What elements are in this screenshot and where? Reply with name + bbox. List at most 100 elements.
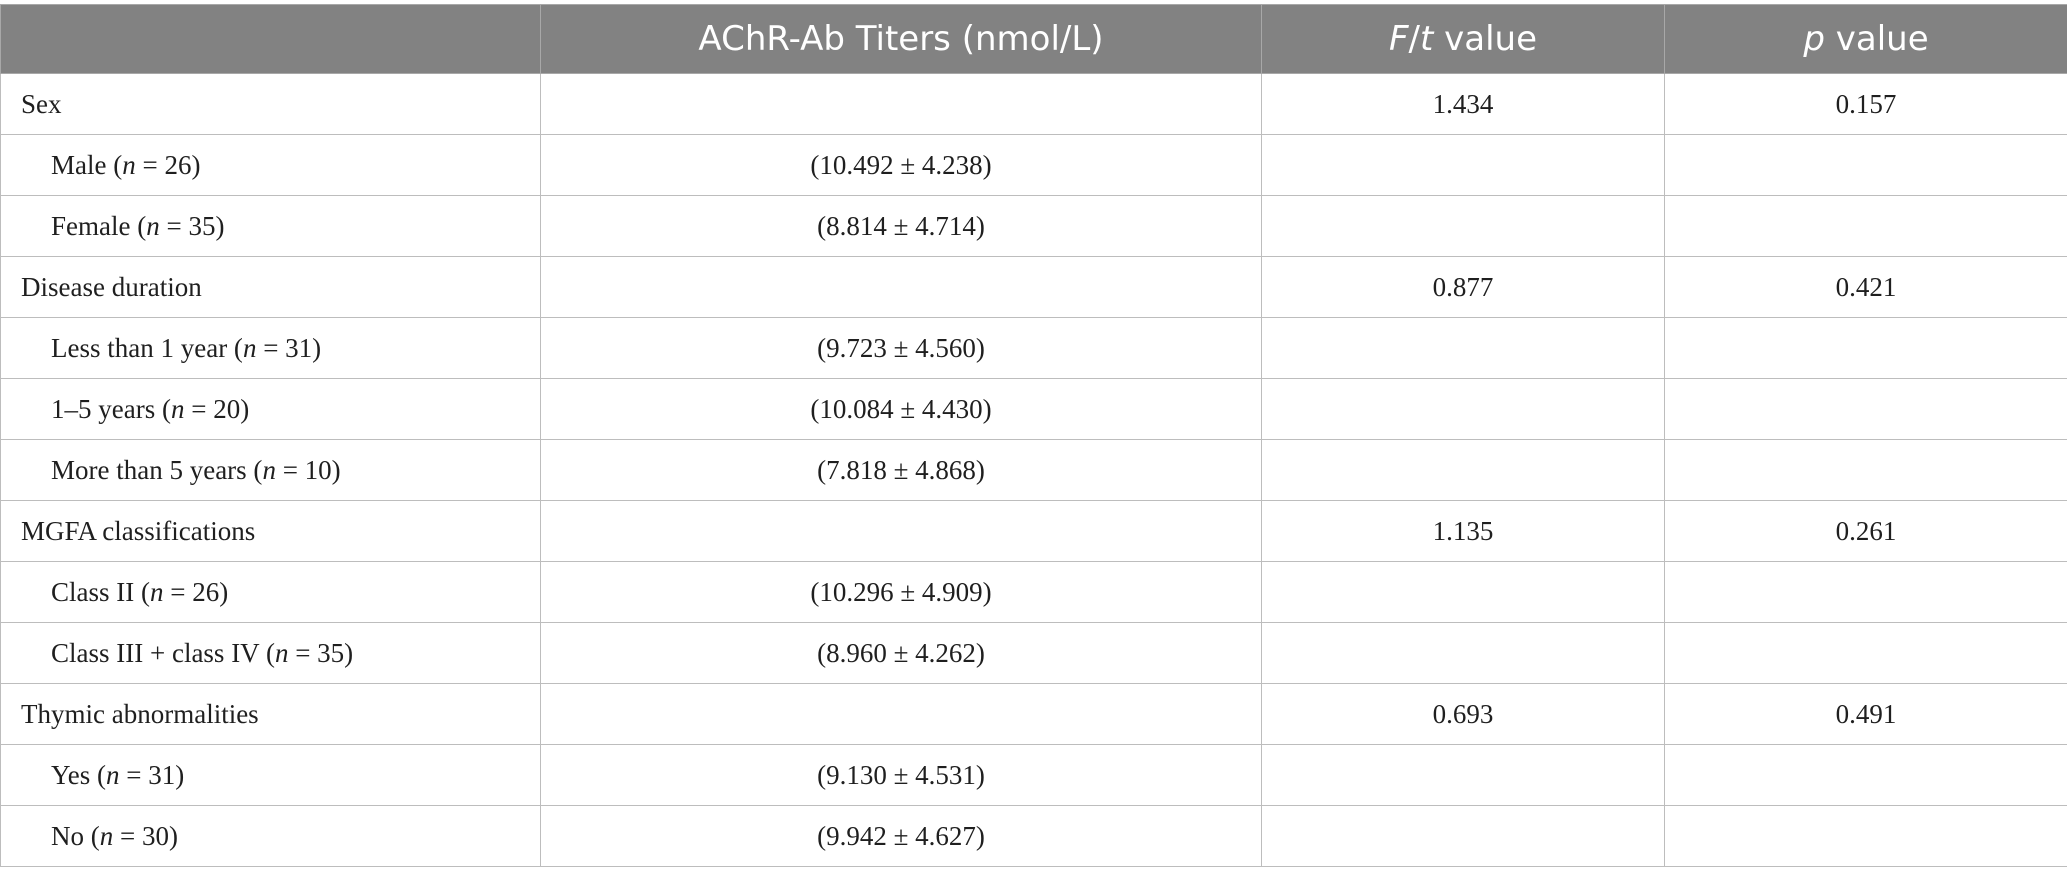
titers-cell: (8.960 ± 4.262) <box>540 622 1262 684</box>
sub-label-post: = 31) <box>119 759 185 790</box>
sub-label: 1–5 years (n = 20) <box>0 378 541 440</box>
group-label: Disease duration <box>0 256 541 318</box>
sub-label-pre: Yes ( <box>51 759 107 790</box>
group-label: MGFA classifications <box>0 500 541 562</box>
sub-label-n: n <box>146 210 160 241</box>
sub-label: No (n = 30) <box>0 805 541 867</box>
table-header: AChR-Ab Titers (nmol/L) F/t value p valu… <box>0 4 2067 74</box>
table-row-group: Sex 1.434 0.157 <box>0 73 2067 135</box>
sub-label-pre: Female ( <box>51 210 147 241</box>
p-value-cell <box>1664 134 2067 196</box>
header-p-p: p <box>1803 19 1825 59</box>
header-ft-slash: / <box>1408 19 1420 59</box>
sub-label-n: n <box>242 332 257 363</box>
results-table-container: AChR-Ab Titers (nmol/L) F/t value p valu… <box>0 4 2067 867</box>
sub-label-pre: Class III + class IV ( <box>51 637 275 668</box>
p-value-cell <box>1664 744 2067 806</box>
group-label: Thymic abnormalities <box>0 683 541 745</box>
titers-cell: (9.942 ± 4.627) <box>540 805 1262 867</box>
p-value-cell <box>1664 317 2067 379</box>
ft-value-cell: 1.135 <box>1261 500 1665 562</box>
sub-label: Class II (n = 26) <box>0 561 541 623</box>
ft-value-cell <box>1261 744 1665 806</box>
header-ft-t: t <box>1420 19 1434 59</box>
sub-label-post: = 26) <box>135 149 201 180</box>
ft-value-cell <box>1261 317 1665 379</box>
ft-value-cell <box>1261 195 1665 257</box>
header-p-rest: value <box>1824 19 1929 59</box>
table-row-sub: Female (n = 35) (8.814 ± 4.714) <box>0 195 2067 257</box>
ft-value-cell <box>1261 134 1665 196</box>
header-ft-value: F/t value <box>1261 4 1665 74</box>
sub-label: Yes (n = 31) <box>0 744 541 806</box>
sub-label-pre: Class II ( <box>51 576 150 607</box>
sub-label-post: = 30) <box>113 820 178 851</box>
p-value-cell: 0.491 <box>1664 683 2067 745</box>
titers-cell <box>540 256 1262 318</box>
table-row-sub: Class III + class IV (n = 35) (8.960 ± 4… <box>0 622 2067 684</box>
table-row-sub: Male (n = 26) (10.492 ± 4.238) <box>0 134 2067 196</box>
titers-cell <box>540 73 1262 135</box>
sub-label: Less than 1 year (n = 31) <box>0 317 541 379</box>
table-row-group: MGFA classifications 1.135 0.261 <box>0 500 2067 562</box>
p-value-cell: 0.421 <box>1664 256 2067 318</box>
sub-label-n: n <box>99 820 114 851</box>
table-body: Sex 1.434 0.157 Male (n = 26) (10.492 ± … <box>0 73 2067 867</box>
titers-cell: (10.296 ± 4.909) <box>540 561 1262 623</box>
sub-label-pre: More than 5 years ( <box>51 454 263 485</box>
sub-label-post: = 10) <box>275 454 341 485</box>
table-row-sub: No (n = 30) (9.942 ± 4.627) <box>0 805 2067 867</box>
titers-cell: (7.818 ± 4.868) <box>540 439 1262 501</box>
p-value-cell: 0.261 <box>1664 500 2067 562</box>
sub-label-pre: 1–5 years ( <box>51 393 171 424</box>
titers-cell: (10.084 ± 4.430) <box>540 378 1262 440</box>
sub-label-n: n <box>149 576 164 607</box>
sub-label-n: n <box>274 637 289 668</box>
table-row-sub: More than 5 years (n = 10) (7.818 ± 4.86… <box>0 439 2067 501</box>
sub-label-n: n <box>170 393 185 424</box>
ft-value-cell <box>1261 805 1665 867</box>
sub-label-n: n <box>122 149 136 180</box>
ft-value-cell <box>1261 439 1665 501</box>
header-ft-rest: value <box>1433 19 1538 59</box>
ft-value-cell: 0.693 <box>1261 683 1665 745</box>
header-ft-f: F <box>1388 19 1409 59</box>
ft-value-cell <box>1261 561 1665 623</box>
p-value-cell: 0.157 <box>1664 73 2067 135</box>
ft-value-cell: 1.434 <box>1261 73 1665 135</box>
group-label: Sex <box>0 73 541 135</box>
sub-label-post: = 35) <box>288 637 354 668</box>
p-value-cell <box>1664 439 2067 501</box>
p-value-cell <box>1664 378 2067 440</box>
header-blank-cell <box>0 4 541 74</box>
sub-label-pre: Less than 1 year ( <box>51 332 243 363</box>
table-row-group: Disease duration 0.877 0.421 <box>0 256 2067 318</box>
ft-value-cell: 0.877 <box>1261 256 1665 318</box>
p-value-cell <box>1664 805 2067 867</box>
header-titers: AChR-Ab Titers (nmol/L) <box>540 4 1262 74</box>
sub-label-n: n <box>106 759 120 790</box>
p-value-cell <box>1664 561 2067 623</box>
titers-cell: (9.723 ± 4.560) <box>540 317 1262 379</box>
header-p-value: p value <box>1664 4 2067 74</box>
table-row-sub: Yes (n = 31) (9.130 ± 4.531) <box>0 744 2067 806</box>
table-row-sub: 1–5 years (n = 20) (10.084 ± 4.430) <box>0 378 2067 440</box>
p-value-cell <box>1664 622 2067 684</box>
sub-label-post: = 26) <box>163 576 229 607</box>
table-row-sub: Less than 1 year (n = 31) (9.723 ± 4.560… <box>0 317 2067 379</box>
sub-label-post: = 20) <box>184 393 250 424</box>
sub-label-pre: Male ( <box>51 149 123 180</box>
table-row-group: Thymic abnormalities 0.693 0.491 <box>0 683 2067 745</box>
titers-cell: (8.814 ± 4.714) <box>540 195 1262 257</box>
ft-value-cell <box>1261 622 1665 684</box>
sub-label: Class III + class IV (n = 35) <box>0 622 541 684</box>
sub-label-post: = 31) <box>256 332 322 363</box>
table-row-sub: Class II (n = 26) (10.296 ± 4.909) <box>0 561 2067 623</box>
achr-ab-titers-table: AChR-Ab Titers (nmol/L) F/t value p valu… <box>0 4 2067 867</box>
sub-label-pre: No ( <box>51 820 100 851</box>
titers-cell: (10.492 ± 4.238) <box>540 134 1262 196</box>
p-value-cell <box>1664 195 2067 257</box>
sub-label-n: n <box>262 454 276 485</box>
titers-cell: (9.130 ± 4.531) <box>540 744 1262 806</box>
sub-label: More than 5 years (n = 10) <box>0 439 541 501</box>
